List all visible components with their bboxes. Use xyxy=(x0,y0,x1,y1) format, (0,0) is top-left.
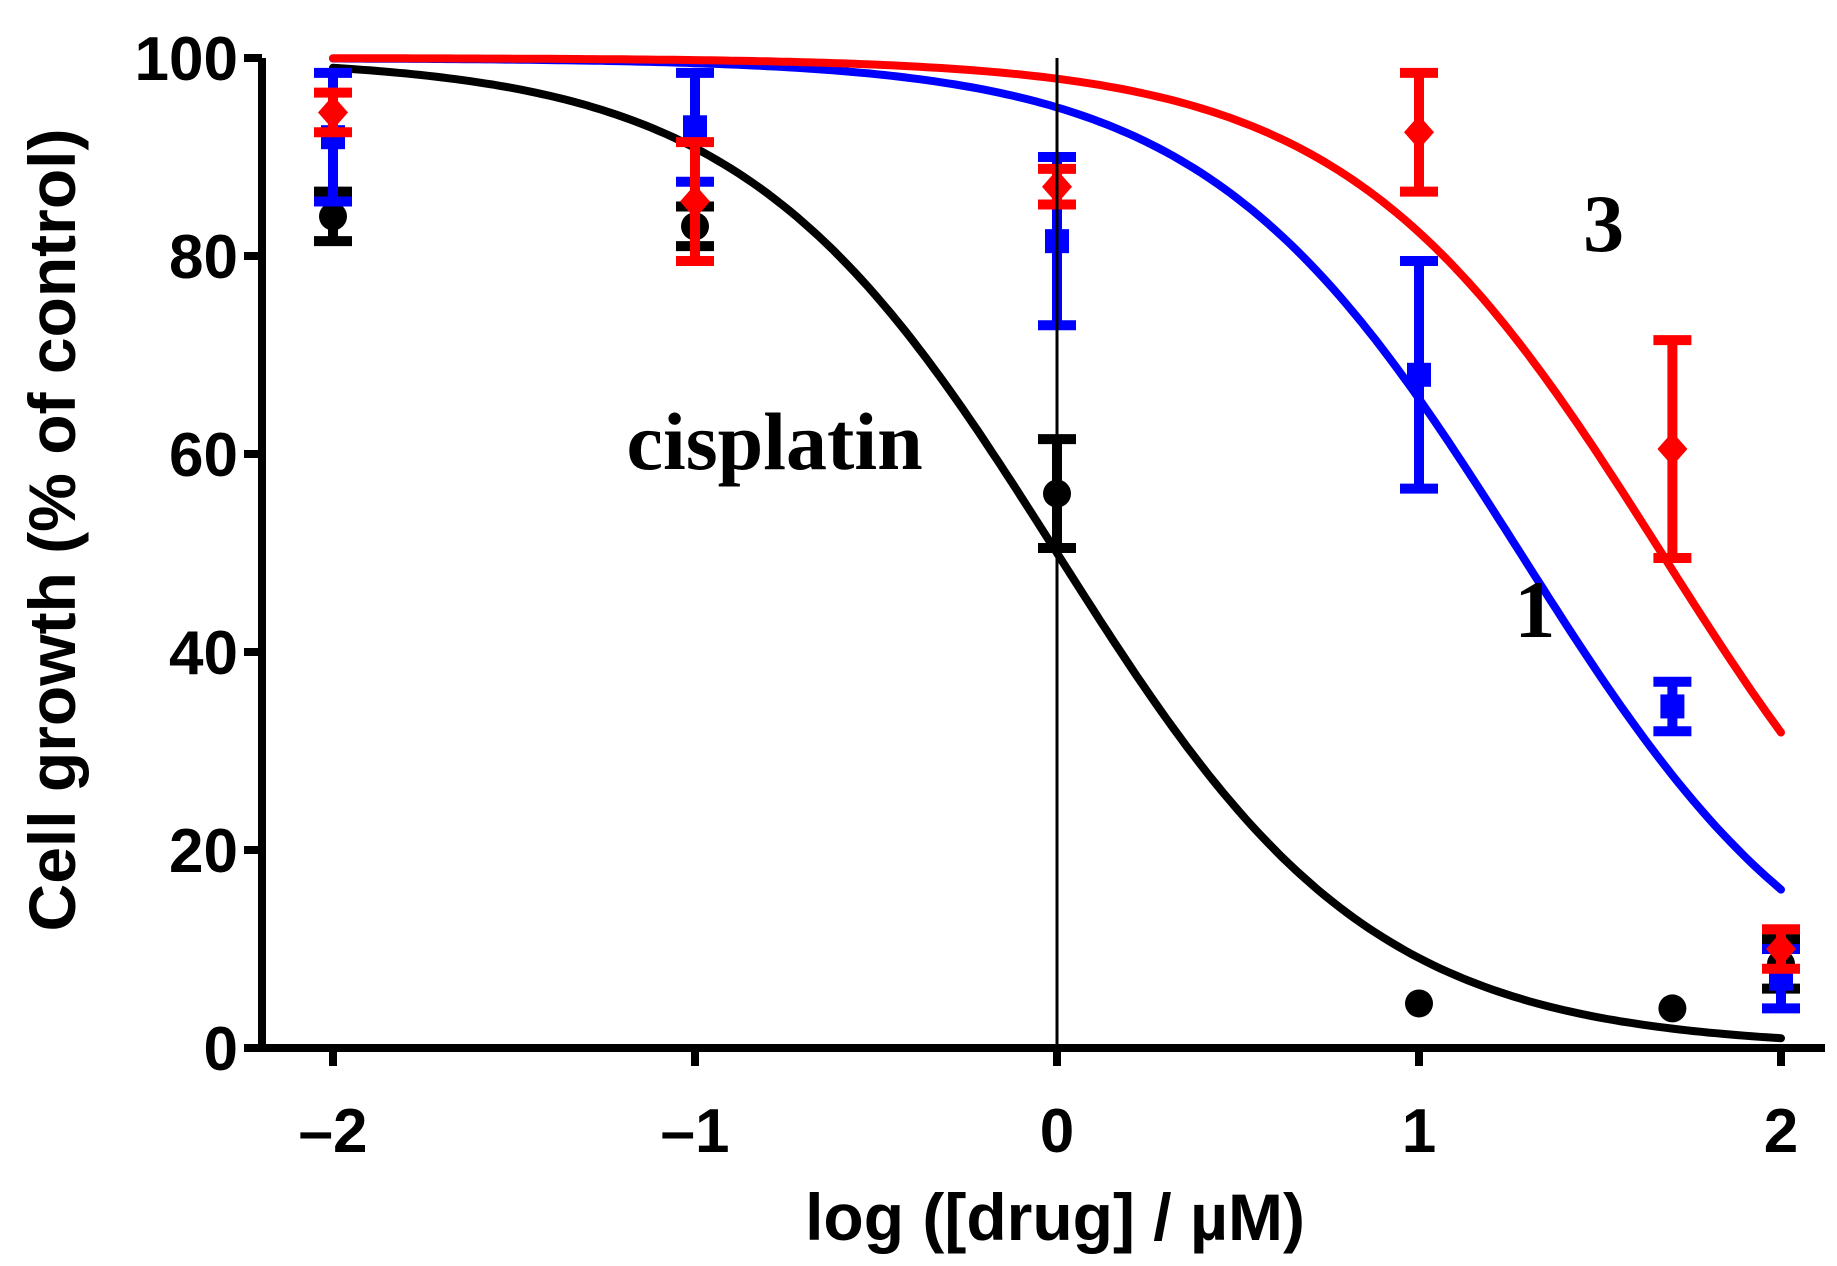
curve-label: 3 xyxy=(1583,178,1624,269)
x-axis-title: log ([drug] / µM) xyxy=(805,1180,1305,1254)
y-axis-title: Cell growth (% of control) xyxy=(15,129,89,932)
data-point xyxy=(318,95,348,130)
data-point xyxy=(680,184,710,219)
data-point xyxy=(1658,994,1687,1023)
y-tick-label: 20 xyxy=(169,817,238,886)
x-tick-label: 1 xyxy=(1402,1097,1436,1166)
y-tick-label: 40 xyxy=(169,619,238,688)
y-tick-label: 0 xyxy=(204,1015,238,1084)
data-point xyxy=(1657,432,1688,467)
x-tick-label: –2 xyxy=(299,1097,368,1166)
y-tick-label: 80 xyxy=(169,223,238,292)
data-point xyxy=(1405,989,1433,1018)
data-point xyxy=(683,115,707,140)
curve-label: 1 xyxy=(1514,564,1555,655)
data-point xyxy=(319,202,347,231)
data-point xyxy=(1766,932,1796,966)
y-tick-label: 100 xyxy=(135,25,238,94)
x-tick-label: –1 xyxy=(661,1097,730,1166)
data-point xyxy=(1404,115,1434,150)
x-tick-label: 0 xyxy=(1040,1097,1074,1166)
series-3 xyxy=(314,67,1800,974)
curve-annotations: cisplatin 1 3 xyxy=(627,178,1625,655)
data-point xyxy=(1407,362,1431,387)
data-point xyxy=(1660,694,1685,719)
x-tick-label: 2 xyxy=(1764,1097,1798,1166)
y-tick-label: 60 xyxy=(169,421,238,490)
curve-label: cisplatin xyxy=(627,396,923,487)
